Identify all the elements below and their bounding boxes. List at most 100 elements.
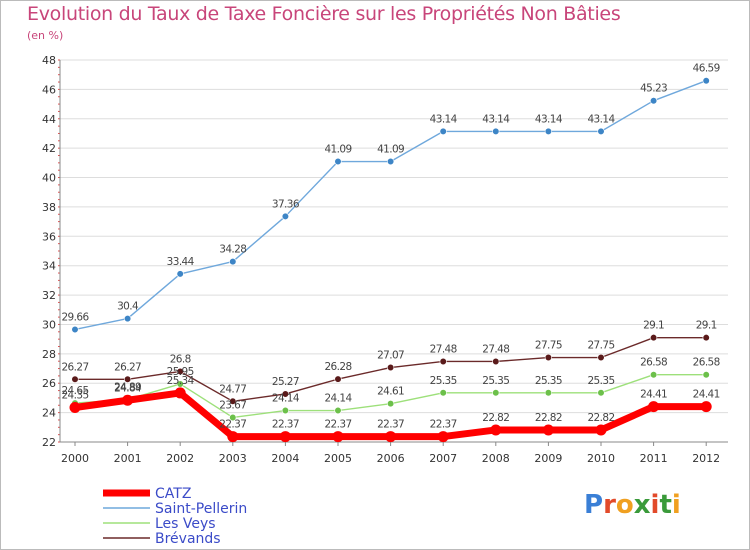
- data-point: [542, 424, 554, 436]
- data-point: [492, 357, 500, 366]
- data-point: [281, 212, 290, 220]
- x-tick-label: 2011: [640, 452, 668, 465]
- data-label: 24.14: [272, 393, 300, 405]
- logo-letter: r: [603, 490, 616, 520]
- x-tick-label: 2000: [61, 452, 89, 465]
- data-label: 29.1: [696, 320, 717, 332]
- y-tick-label: 48: [42, 54, 56, 67]
- data-label: 25.27: [272, 376, 299, 388]
- data-point: [334, 406, 342, 415]
- logo-letter: P: [584, 490, 604, 520]
- x-tick-label: 2006: [377, 452, 405, 465]
- y-tick-label: 44: [42, 113, 56, 126]
- data-label: 24.14: [324, 393, 352, 405]
- logo-letter: i: [650, 490, 660, 520]
- data-point: [387, 363, 395, 372]
- data-point: [702, 77, 710, 85]
- data-point: [439, 357, 447, 366]
- data-label: 26.27: [114, 361, 141, 373]
- data-point: [227, 431, 239, 443]
- data-point: [122, 394, 134, 406]
- data-label: 24.61: [377, 386, 404, 398]
- data-label: 33.44: [167, 256, 195, 268]
- data-point: [176, 270, 184, 278]
- data-point: [71, 375, 79, 383]
- data-label: 22.82: [587, 412, 614, 424]
- data-label: 26.27: [61, 361, 88, 373]
- data-point: [544, 389, 553, 397]
- data-label: 26.8: [170, 353, 191, 365]
- data-point: [279, 431, 291, 443]
- data-label: 26.28: [324, 361, 351, 373]
- y-tick-label: 40: [42, 172, 56, 185]
- x-tick-label: 2012: [692, 452, 720, 465]
- y-axis-ticks: 22 24 26 28 30 32 34 36 38 40 42 44 46 48: [42, 54, 56, 449]
- y-tick-label: 32: [42, 289, 56, 302]
- data-point: [176, 380, 184, 388]
- data-label: 37.36: [272, 198, 300, 210]
- data-point: [492, 389, 500, 397]
- data-point: [387, 400, 395, 408]
- data-point: [385, 431, 397, 443]
- data-point: [334, 375, 342, 383]
- data-point: [439, 127, 447, 136]
- data-point: [544, 127, 553, 136]
- data-label: 27.75: [535, 340, 562, 352]
- y-tick-label: 34: [42, 260, 56, 273]
- data-label: 43.14: [587, 113, 615, 125]
- logo-letter: x: [633, 490, 651, 520]
- data-label: 46.59: [693, 63, 720, 75]
- y-tick-label: 28: [42, 348, 56, 361]
- data-label: 24.89: [114, 382, 141, 394]
- data-point: [123, 375, 132, 383]
- data-label: 26.58: [640, 357, 667, 369]
- data-label: 43.14: [482, 113, 510, 125]
- data-label: 34.28: [219, 244, 246, 256]
- data-label: 25.35: [535, 375, 562, 387]
- proxiti-logo: Proxiti: [584, 490, 681, 520]
- x-tick-label: 2001: [114, 452, 142, 465]
- legend-label: Saint-Pellerin: [155, 501, 247, 517]
- data-label: 24.65: [61, 385, 88, 397]
- x-tick-label: 2004: [271, 452, 299, 465]
- data-label: 29.1: [643, 320, 664, 332]
- logo-letter: i: [671, 490, 681, 520]
- y-tick-label: 38: [42, 201, 56, 214]
- data-label: 45.23: [640, 83, 667, 95]
- data-label: 27.48: [482, 343, 509, 355]
- data-label: 43.14: [430, 113, 458, 125]
- data-label: 25.95: [167, 366, 194, 378]
- data-point: [71, 325, 79, 334]
- x-tick-label: 2002: [166, 452, 194, 465]
- data-point: [597, 353, 605, 362]
- x-tick-label: 2010: [587, 452, 615, 465]
- data-label: 22.37: [272, 419, 299, 431]
- data-point: [702, 334, 710, 342]
- data-point: [334, 157, 342, 166]
- data-label: 25.35: [430, 375, 457, 387]
- legend-label: CATZ: [155, 486, 191, 502]
- data-point: [649, 97, 658, 105]
- y-tick-label: 46: [42, 83, 56, 96]
- data-label: 22.37: [324, 419, 351, 431]
- chart-subtitle: (en %): [27, 29, 64, 42]
- data-label: 25.35: [587, 375, 614, 387]
- data-point: [123, 314, 132, 323]
- data-label: 22.37: [430, 419, 457, 431]
- data-point: [281, 406, 290, 415]
- data-label: 27.75: [587, 340, 614, 352]
- data-point: [437, 431, 449, 443]
- y-tick-label: 24: [42, 407, 56, 420]
- data-label: 43.14: [535, 113, 563, 125]
- data-label: 24.84: [114, 382, 142, 394]
- data-label: 22.82: [535, 412, 562, 424]
- data-label: 24.35: [61, 389, 88, 401]
- data-point: [439, 389, 447, 397]
- logo-letter: t: [659, 490, 672, 520]
- data-point: [281, 390, 290, 398]
- data-point: [597, 389, 605, 397]
- data-point: [649, 371, 658, 379]
- data-point: [597, 127, 605, 136]
